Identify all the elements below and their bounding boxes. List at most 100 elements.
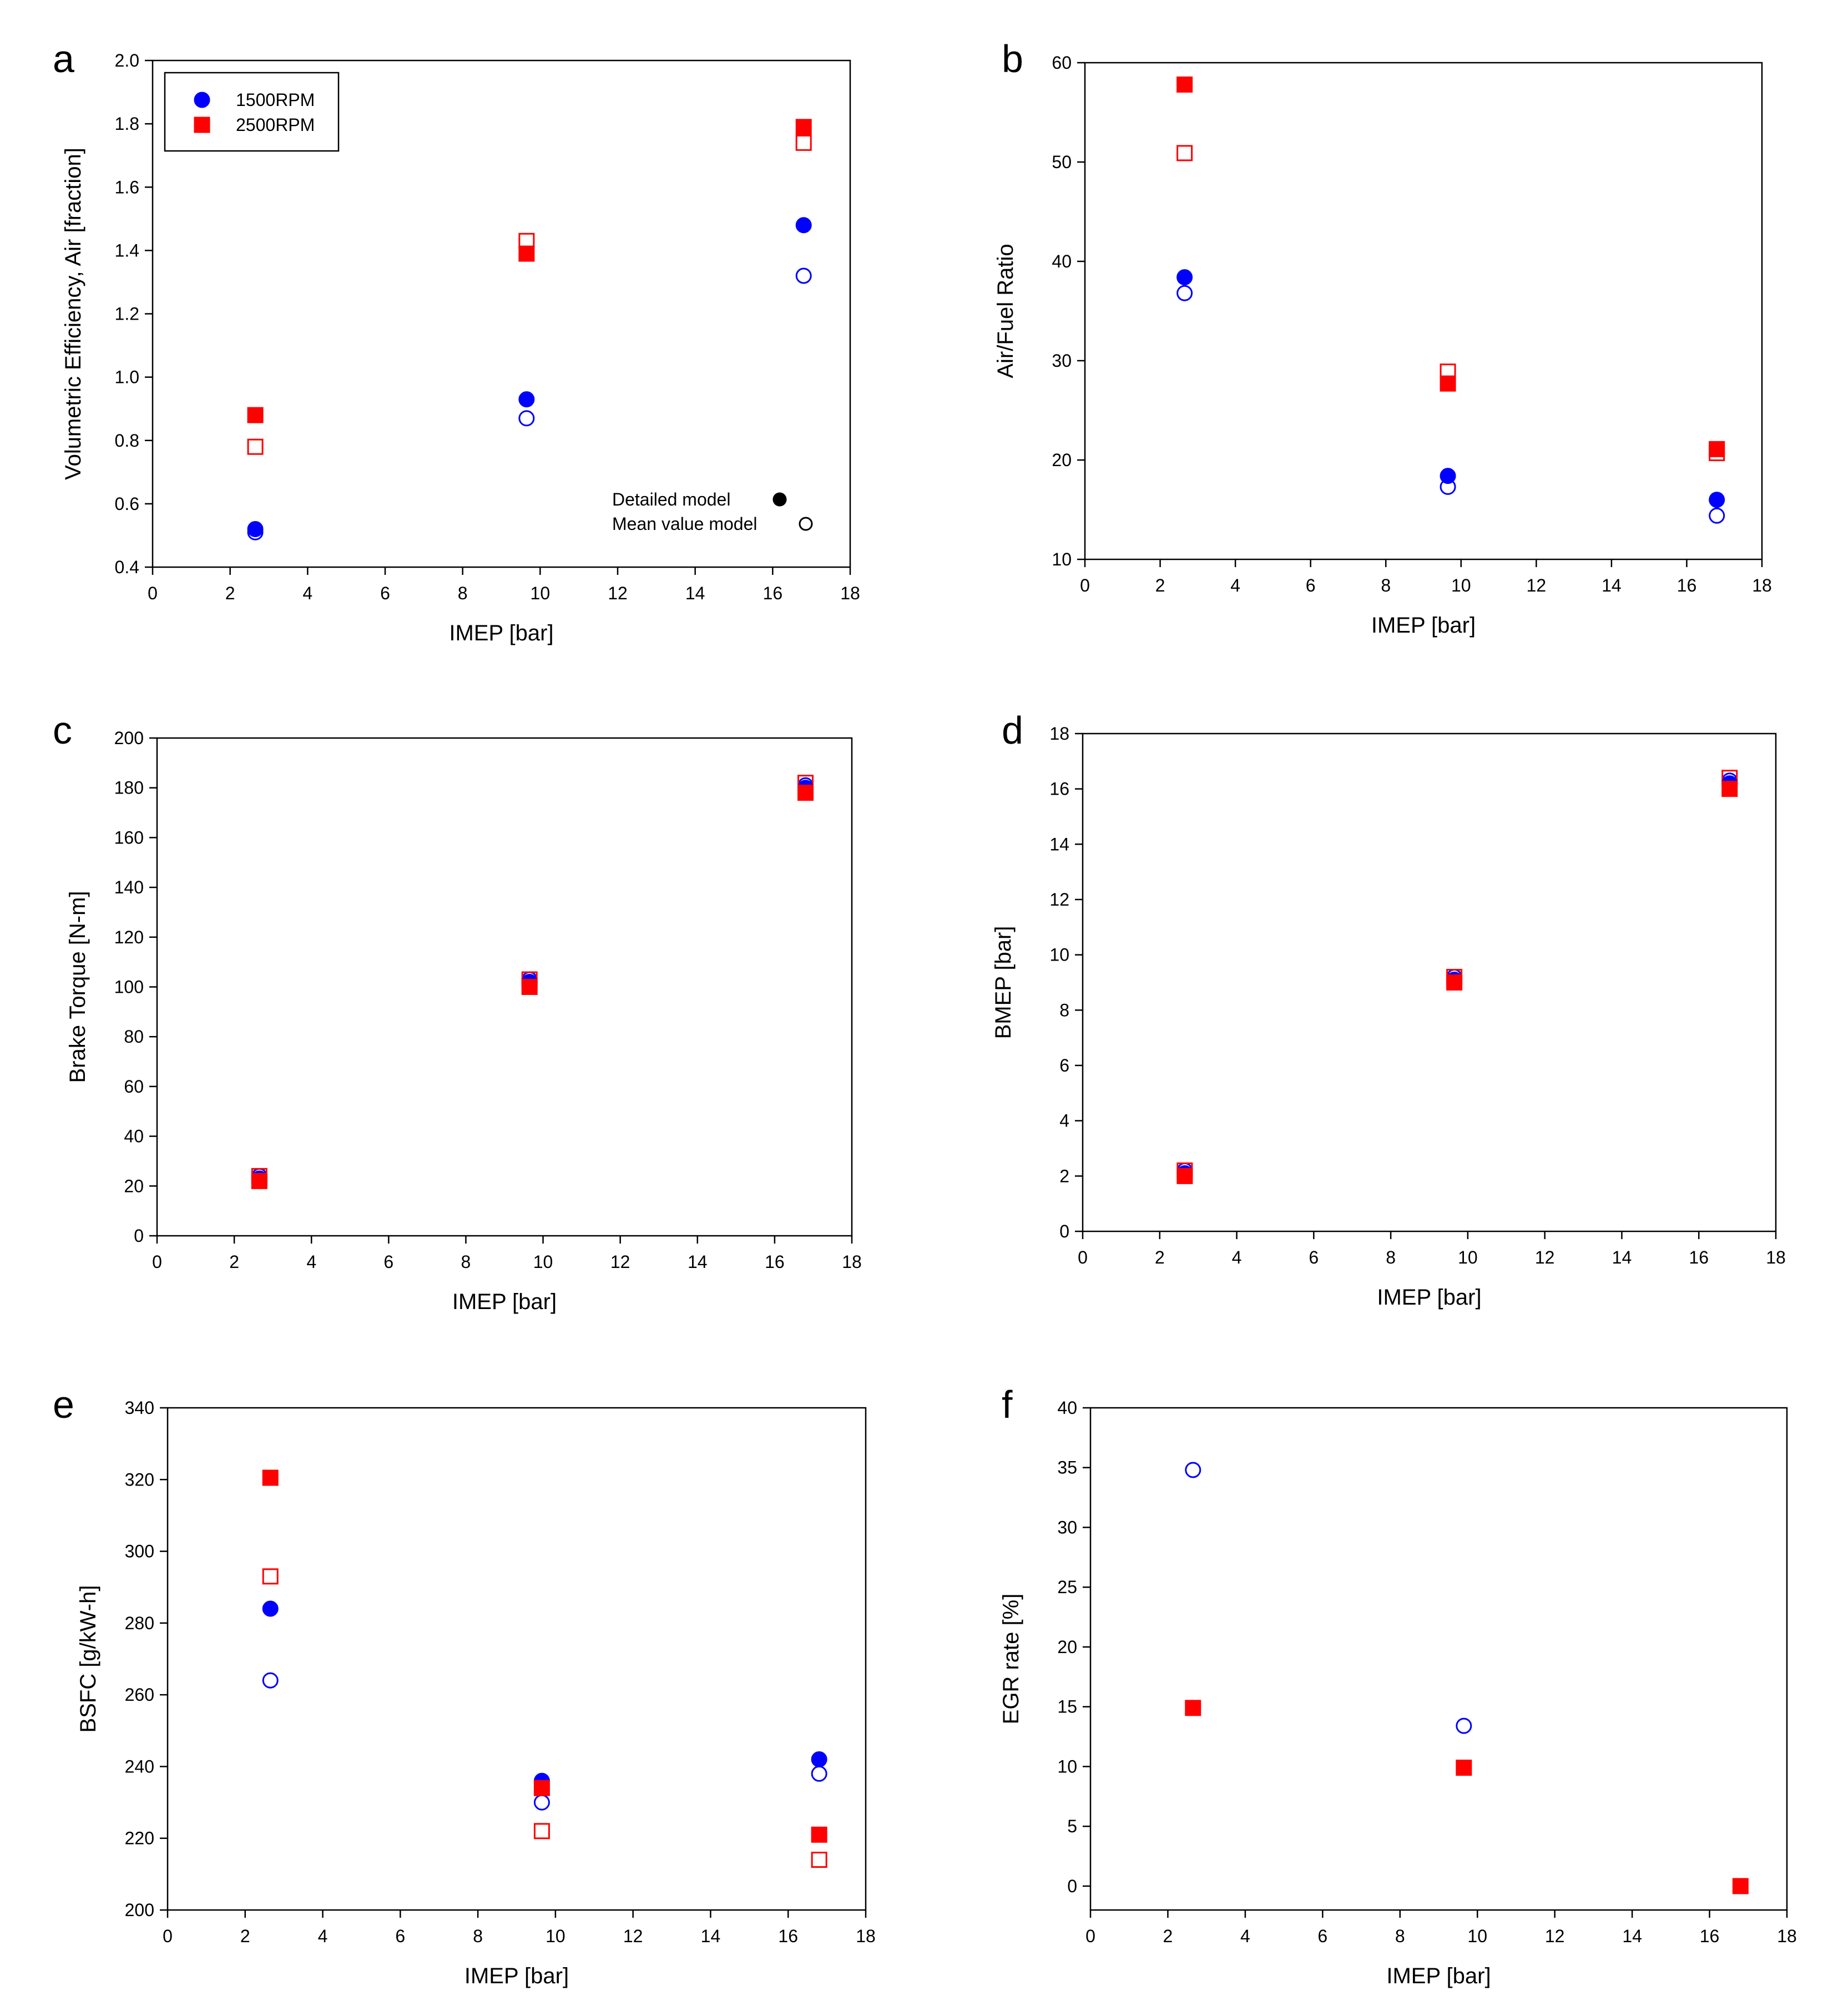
y-tick-label: 18	[1049, 724, 1069, 744]
chart-panel-a: a 0 2 4 6 8 10 12 14 16 18 0.4 0.6 0.8 1.0 1.2 1.4 1.6 1.8…	[53, 37, 860, 645]
y-tick-label: 340	[125, 1398, 154, 1418]
legend-label: 1500RPM	[236, 90, 315, 110]
x-tick-label: 18	[1777, 1926, 1797, 1946]
y-tick-label: 30	[1057, 1517, 1077, 1537]
x-tick-label: 4	[302, 583, 312, 603]
x-axis-label: IMEP [bar]	[1377, 1285, 1481, 1310]
x-tick-label: 4	[1240, 1926, 1250, 1946]
x-tick-label: 0	[1080, 575, 1090, 595]
data-point	[795, 134, 812, 151]
data-point	[1176, 285, 1193, 301]
plot-frame	[166, 1407, 867, 1911]
y-tick-label: 280	[125, 1613, 154, 1633]
legend-marker	[194, 117, 210, 133]
y-tick-label: 1.2	[115, 304, 139, 324]
data-point	[518, 245, 535, 262]
y-tick-label: 50	[1052, 152, 1072, 172]
x-tick-label: 16	[765, 1252, 785, 1272]
x-axis-label: IMEP [bar]	[449, 621, 553, 645]
y-tick-label: 300	[125, 1542, 154, 1562]
x-tick-label: 6	[395, 1926, 405, 1946]
y-tick-label: 20	[1052, 450, 1072, 470]
x-tick-label: 0	[163, 1926, 173, 1946]
x-tick-label: 14	[1622, 1926, 1642, 1946]
data-point	[533, 1794, 550, 1811]
data-point	[1440, 468, 1456, 484]
x-tick-label: 14	[685, 583, 705, 603]
y-tick-label: 1.6	[115, 177, 139, 197]
x-tick-label: 4	[1232, 1247, 1242, 1267]
x-tick-label: 16	[778, 1926, 798, 1946]
y-tick-label: 200	[125, 1900, 154, 1920]
x-axis-label: IMEP [bar]	[452, 1290, 557, 1314]
data-point	[251, 1173, 267, 1189]
y-tick-label: 320	[125, 1469, 154, 1489]
x-tick-label: 14	[701, 1926, 721, 1946]
x-tick-label: 14	[1612, 1247, 1632, 1267]
data-point	[811, 1852, 827, 1868]
y-tick-label: 0.8	[115, 431, 139, 451]
data-point	[1456, 1760, 1472, 1776]
x-axis-label: IMEP [bar]	[464, 1964, 569, 1988]
x-tick-label: 18	[842, 1252, 862, 1272]
plot-frame	[156, 737, 853, 1237]
legend-speed: 1500RPM 2500RPM	[164, 72, 340, 152]
y-tick-label: 80	[124, 1027, 144, 1047]
chart-panel-b: b 0 2 4 6 8 10 12 14 16 18 10 20 30 40 50 60 IMEP [bar] Ai…	[993, 37, 1772, 638]
data-point	[1176, 76, 1193, 93]
data-point	[262, 1568, 279, 1585]
x-tick-label: 4	[306, 1252, 316, 1272]
x-tick-label: 16	[1700, 1926, 1720, 1946]
panel-letter: c	[53, 709, 72, 752]
data-point	[811, 1751, 827, 1767]
x-tick-label: 8	[1381, 575, 1391, 595]
x-tick-label: 6	[380, 583, 390, 603]
y-tick-label: 220	[125, 1828, 154, 1848]
x-tick-label: 10	[1451, 575, 1471, 595]
y-tick-label: 12	[1049, 890, 1069, 910]
x-tick-label: 16	[1677, 575, 1697, 595]
chart-panel-d: d 0 2 4 6 8 10 12 14 16 18 0 2 4 6 8 10 12 14 16 18 IMEP [bar…	[991, 709, 1786, 1310]
x-tick-label: 12	[1527, 575, 1547, 595]
x-tick-label: 2	[1163, 1926, 1173, 1946]
x-tick-label: 18	[1766, 1247, 1786, 1267]
data-point	[518, 410, 535, 427]
data-point	[811, 1765, 827, 1782]
y-tick-label: 0	[1067, 1876, 1077, 1896]
y-tick-label: 40	[124, 1126, 144, 1146]
y-tick-label: 1.8	[115, 114, 139, 134]
legend-marker	[772, 492, 787, 507]
x-tick-label: 16	[763, 583, 783, 603]
x-tick-label: 6	[1309, 1247, 1319, 1267]
x-tick-label: 0	[1078, 1247, 1088, 1267]
legend-marker	[799, 517, 813, 531]
legend-label: 2500RPM	[236, 115, 315, 135]
data-point	[811, 1826, 827, 1843]
x-axis-label: IMEP [bar]	[1386, 1964, 1491, 1988]
data-point	[797, 785, 814, 801]
chart-panel-c: c0 2 4 6 8 10 12 14 16 18020406080100120140160180…	[53, 709, 862, 1314]
x-tick-label: 0	[1085, 1926, 1095, 1946]
x-tick-label: 18	[1752, 575, 1772, 595]
panel-letter: a	[53, 37, 74, 80]
y-tick-label: 10	[1049, 945, 1069, 965]
y-tick-label: 10	[1057, 1756, 1077, 1776]
y-tick-label: 15	[1057, 1697, 1077, 1717]
x-tick-label: 4	[318, 1926, 328, 1946]
plot-frame	[1089, 1407, 1788, 1911]
legend-model: Detailed model Mean value model	[612, 489, 813, 534]
y-axis-label: BMEP [bar]	[991, 926, 1016, 1039]
x-tick-label: 12	[623, 1926, 643, 1946]
data-point	[1446, 974, 1463, 991]
data-point	[1456, 1717, 1472, 1734]
x-tick-label: 12	[608, 583, 628, 603]
data-point	[1185, 1462, 1201, 1478]
data-point	[533, 1780, 550, 1796]
y-tick-label: 35	[1057, 1458, 1077, 1478]
x-tick-label: 12	[1545, 1926, 1565, 1946]
data-point	[533, 1823, 550, 1840]
data-point	[262, 1469, 279, 1486]
x-tick-label: 10	[546, 1926, 565, 1946]
x-tick-label: 14	[1602, 575, 1622, 595]
